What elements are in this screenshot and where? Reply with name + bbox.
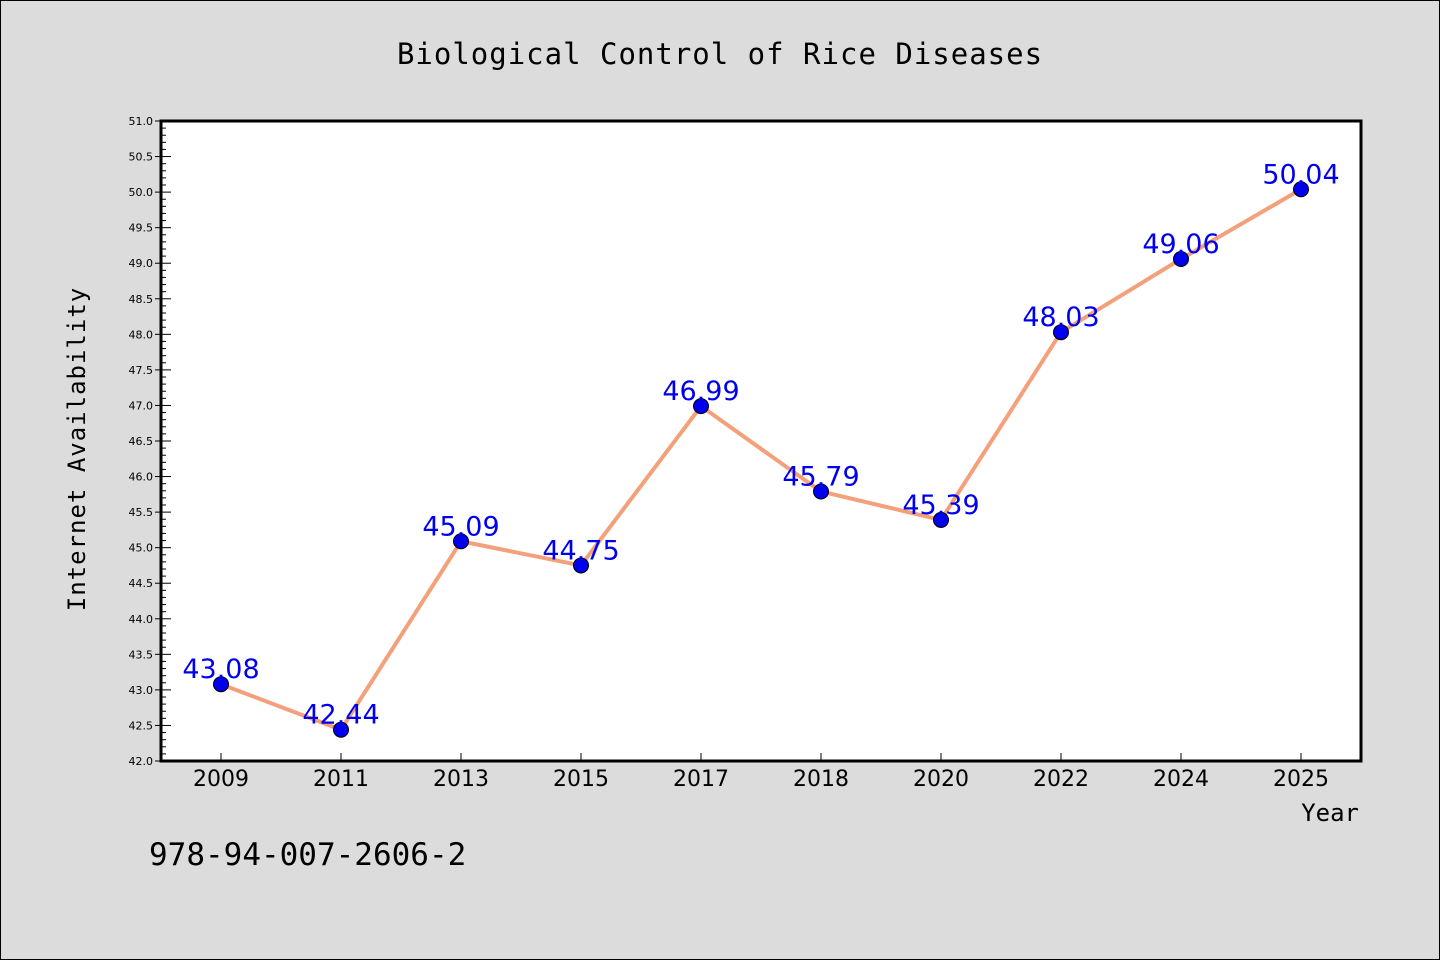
data-label: 49.06: [1142, 229, 1219, 260]
x-tick-label: 2020: [913, 767, 969, 792]
data-label: 42.44: [302, 700, 379, 731]
data-point: [813, 483, 829, 500]
data-label: 44.75: [542, 535, 619, 566]
y-tick-label: 50.0: [129, 186, 154, 199]
data-point: [1053, 324, 1069, 341]
y-tick-label: 51.0: [129, 115, 154, 128]
data-label: 45.79: [782, 461, 859, 492]
y-tick-label: 45.5: [129, 506, 154, 519]
y-tick-label: 48.0: [129, 328, 154, 341]
plot-area: [159, 119, 1363, 763]
y-tick-label: 45.0: [129, 542, 154, 555]
y-tick-label: 44.0: [129, 613, 154, 626]
data-label: 46.99: [662, 376, 739, 407]
data-label: 48.03: [1022, 302, 1099, 333]
data-point: [1293, 181, 1309, 198]
x-tick-label: 2022: [1033, 767, 1089, 792]
x-axis-ticks: 2009 2011 2013 2015 2017 2018 2020 2022 2024 2025: [193, 753, 1329, 792]
y-axis-minor-ticks: [161, 120, 171, 762]
x-axis-label: Year: [1301, 799, 1359, 827]
x-tick-label: 2017: [673, 767, 729, 792]
chart-title: Biological Control of Rice Diseases: [397, 37, 1043, 71]
data-point: [213, 676, 229, 693]
data-point: [453, 533, 469, 550]
x-tick-label: 2025: [1273, 767, 1329, 792]
y-tick-label: 42.0: [129, 755, 154, 768]
data-point: [933, 511, 949, 528]
x-tick-label: 2024: [1153, 767, 1209, 792]
data-point: [1173, 250, 1189, 267]
data-point: [333, 721, 349, 738]
x-tick-label: 2009: [193, 767, 249, 792]
y-tick-label: 42.5: [129, 719, 154, 732]
data-label: 45.39: [902, 490, 979, 521]
y-tick-label: 47.0: [129, 399, 154, 412]
data-point: [693, 398, 709, 415]
y-tick-label: 47.5: [129, 364, 154, 377]
y-tick-label: 49.0: [129, 257, 154, 270]
y-axis-label: Internet Availability: [63, 287, 91, 611]
x-tick-label: 2013: [433, 767, 489, 792]
data-label: 43.08: [182, 654, 259, 685]
y-axis-ticks: 42.0 42.5 43.0 43.5 44.0 44.5 45.0 45.5 46.0 46.5…: [129, 115, 161, 768]
x-tick-label: 2011: [313, 767, 369, 792]
series-layer: [213, 181, 1309, 738]
y-tick-label: 46.0: [129, 471, 154, 484]
y-tick-label: 50.5: [129, 151, 154, 164]
data-point: [573, 557, 589, 574]
y-tick-label: 48.5: [129, 293, 154, 306]
y-tick-label: 44.5: [129, 577, 154, 590]
y-tick-label: 43.0: [129, 684, 154, 697]
y-tick-label: 46.5: [129, 435, 154, 448]
isbn-text: 978-94-007-2606-2: [149, 837, 466, 873]
series-line: [220, 187, 1303, 732]
data-labels-layer: 43.08 42.44 45.09 44.75 46.99 45.79 45.39 48.03…: [182, 159, 1339, 730]
data-label: 45.09: [422, 511, 499, 542]
x-tick-label: 2018: [793, 767, 849, 792]
data-label: 50.04: [1262, 159, 1339, 190]
y-tick-label: 43.5: [129, 648, 154, 661]
y-tick-label: 49.5: [129, 222, 154, 235]
x-tick-label: 2015: [553, 767, 609, 792]
